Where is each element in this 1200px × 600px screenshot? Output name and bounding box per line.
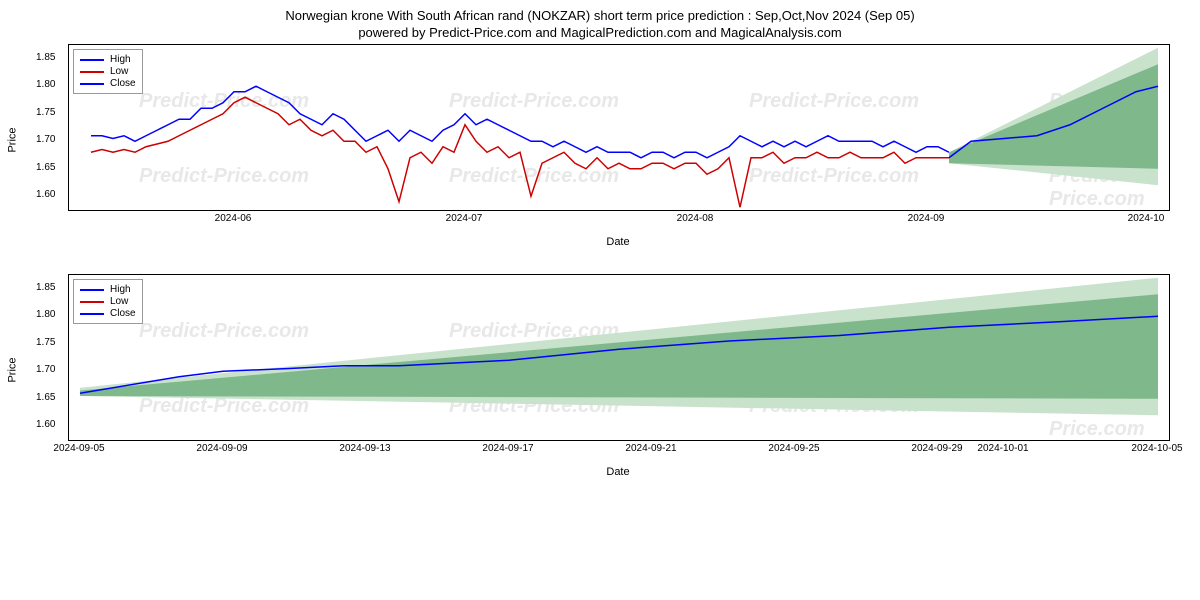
legend-item: Close: [80, 308, 136, 319]
legend-label: Close: [110, 78, 136, 89]
legend-line-swatch: [80, 289, 104, 291]
ytick-label: 1.60: [36, 419, 55, 430]
ytick-label: 1.80: [36, 79, 55, 90]
forecast-band-inner: [80, 294, 1158, 399]
xtick-label: 2024-09-13: [335, 443, 395, 454]
legend-line-swatch: [80, 83, 104, 85]
xtick-label: 2024-08: [665, 213, 725, 224]
chart2-panel: Predict-Price.comPredict-Price.comPredic…: [68, 274, 1170, 441]
ytick-label: 1.70: [36, 364, 55, 375]
xtick-label: 2024-09-09: [192, 443, 252, 454]
legend-item: High: [80, 54, 136, 65]
chart1-ylabel: Price: [7, 127, 19, 152]
ytick-label: 1.80: [36, 309, 55, 320]
chart2-svg: [69, 275, 1169, 440]
legend-line-swatch: [80, 313, 104, 315]
legend-line-swatch: [80, 71, 104, 73]
chart1-panel: Predict-Price.comPredict-Price.comPredic…: [68, 44, 1170, 211]
xtick-label: 2024-10-05: [1127, 443, 1187, 454]
ytick-label: 1.75: [36, 337, 55, 348]
legend-label: High: [110, 54, 131, 65]
chart2-ylabel: Price: [7, 357, 19, 382]
xtick-label: 2024-09: [896, 213, 956, 224]
ytick-label: 1.65: [36, 162, 55, 173]
legend-line-swatch: [80, 301, 104, 303]
xtick-label: 2024-09-21: [621, 443, 681, 454]
chart1-xlabel: Date: [68, 236, 1168, 248]
legend-label: Close: [110, 308, 136, 319]
legend-item: High: [80, 284, 136, 295]
high-line: [91, 86, 949, 158]
ytick-label: 1.70: [36, 134, 55, 145]
chart-title: Norwegian krone With South African rand …: [8, 8, 1192, 23]
xtick-label: 2024-10: [1116, 213, 1176, 224]
chart1-legend: HighLowClose: [73, 49, 143, 94]
xtick-label: 2024-09-25: [764, 443, 824, 454]
ytick-label: 1.65: [36, 392, 55, 403]
ytick-label: 1.60: [36, 189, 55, 200]
xtick-label: 2024-10-01: [973, 443, 1033, 454]
chart2-wrapper: Price Predict-Price.comPredict-Price.com…: [8, 274, 1192, 484]
low-line: [91, 97, 949, 207]
ytick-label: 1.85: [36, 52, 55, 63]
chart2-xlabel: Date: [68, 466, 1168, 478]
xtick-label: 2024-07: [434, 213, 494, 224]
legend-label: Low: [110, 66, 128, 77]
chart-container: Norwegian krone With South African rand …: [8, 8, 1192, 484]
forecast-band-inner: [949, 64, 1158, 169]
xtick-label: 2024-09-05: [49, 443, 109, 454]
ytick-label: 1.85: [36, 282, 55, 293]
xtick-label: 2024-09-17: [478, 443, 538, 454]
chart-subtitle: powered by Predict-Price.com and Magical…: [8, 25, 1192, 40]
xtick-label: 2024-06: [203, 213, 263, 224]
chart1-svg: [69, 45, 1169, 210]
legend-item: Low: [80, 296, 136, 307]
legend-label: High: [110, 284, 131, 295]
chart1-wrapper: Price Predict-Price.comPredict-Price.com…: [8, 44, 1192, 254]
legend-item: Close: [80, 78, 136, 89]
legend-item: Low: [80, 66, 136, 77]
ytick-label: 1.75: [36, 107, 55, 118]
legend-line-swatch: [80, 59, 104, 61]
chart2-legend: HighLowClose: [73, 279, 143, 324]
xtick-label: 2024-09-29: [907, 443, 967, 454]
legend-label: Low: [110, 296, 128, 307]
